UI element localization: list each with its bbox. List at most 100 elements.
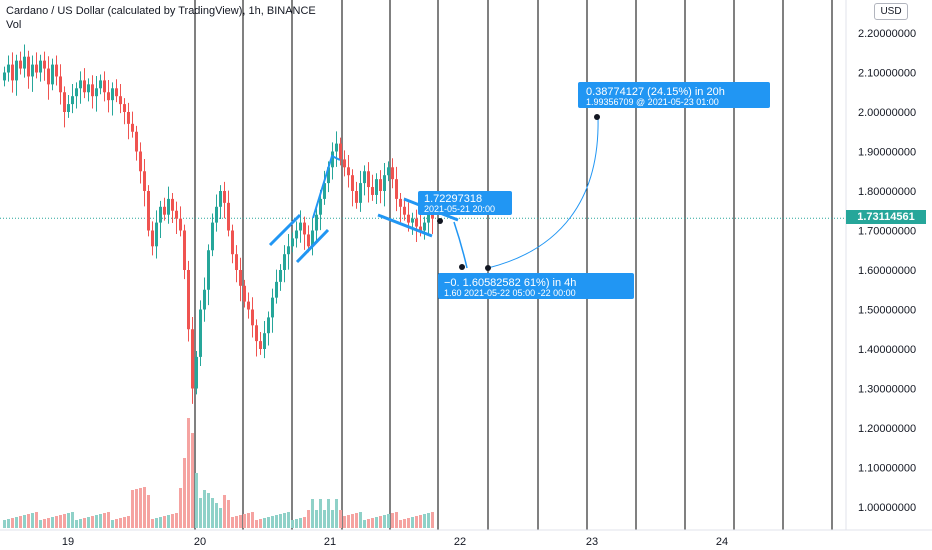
annotation-box[interactable] <box>418 191 512 215</box>
candle-body <box>15 60 18 81</box>
volume-bar <box>147 495 150 528</box>
volume-bar <box>275 515 278 528</box>
y-tick-label: 1.00000000 <box>858 502 916 514</box>
volume-bar <box>187 418 190 528</box>
annotation-box[interactable] <box>438 273 634 299</box>
arrow-path[interactable] <box>453 221 468 269</box>
volume-bar <box>335 499 338 528</box>
volume-bar <box>51 517 54 528</box>
volume-bar <box>395 512 398 528</box>
y-tick-label: 1.90000000 <box>858 147 916 159</box>
candle-body <box>63 92 66 112</box>
candle-body <box>211 222 214 251</box>
volume-bar <box>227 500 230 528</box>
candle-body <box>395 179 398 199</box>
y-tick-label: 1.80000000 <box>858 186 916 198</box>
volume-bar <box>323 510 326 528</box>
volume-bar <box>327 499 330 528</box>
annotation-box[interactable] <box>578 82 770 108</box>
candle-body <box>359 183 362 203</box>
volume-bar <box>135 489 138 528</box>
anchor-point[interactable] <box>485 265 491 271</box>
volume-bar <box>347 515 350 528</box>
volume-bar <box>31 513 34 528</box>
x-tick-label: 21 <box>324 536 336 548</box>
candle-body <box>167 198 170 215</box>
anchor-point[interactable] <box>437 218 443 224</box>
candle-body <box>419 226 422 231</box>
x-tick-label: 22 <box>454 536 466 548</box>
volume-bar <box>391 513 394 528</box>
y-tick-label: 1.50000000 <box>858 305 916 317</box>
volume-bar <box>383 515 386 528</box>
volume-bar <box>211 498 214 528</box>
volume-bar <box>259 519 262 528</box>
curve-path[interactable] <box>487 116 599 269</box>
candle-body <box>315 214 318 231</box>
arrow-path[interactable] <box>312 154 341 219</box>
annotation-boxes: 1.72297318 2021-05-21 20:00 −0. 1.605825… <box>418 82 770 299</box>
chart-title: Cardano / US Dollar (calculated by Tradi… <box>6 5 316 17</box>
volume-bar <box>19 516 22 528</box>
candle-body <box>283 254 286 270</box>
annotation-text: 1.72297318 <box>424 193 482 205</box>
candle-body <box>55 64 58 77</box>
candles <box>3 44 434 404</box>
drawings <box>268 114 600 271</box>
volume-bar <box>351 514 354 528</box>
volume-bar <box>27 514 30 528</box>
candle-body <box>111 88 114 101</box>
anchor-point[interactable] <box>594 114 600 120</box>
candle-body <box>287 246 290 255</box>
volume-bar <box>231 517 234 528</box>
candle-body <box>219 191 222 207</box>
trend-line[interactable] <box>295 228 330 264</box>
volume-label: Vol <box>6 19 22 31</box>
volume-bar <box>295 519 298 528</box>
candle-body <box>303 222 306 235</box>
volume-bar <box>315 510 318 528</box>
volume-bar <box>307 510 310 528</box>
volume-bar <box>7 519 10 528</box>
volume-bar <box>219 508 222 528</box>
volume-bar <box>287 512 290 528</box>
volume-bar <box>403 519 406 528</box>
volume-bar <box>107 512 110 528</box>
anchor-point[interactable] <box>459 264 465 270</box>
volume-bar <box>387 514 390 528</box>
currency-button[interactable]: USD <box>874 3 908 20</box>
volume-bar <box>199 498 202 528</box>
candle-body <box>399 198 402 207</box>
volume-bar <box>311 499 314 528</box>
candle-body <box>187 270 190 330</box>
candle-body <box>255 325 258 342</box>
candle-body <box>207 250 210 290</box>
candle-body <box>311 230 314 247</box>
volume-bar <box>415 516 418 528</box>
trend-line[interactable] <box>268 213 302 247</box>
volume-bar <box>151 519 154 528</box>
volume-bar <box>215 503 218 528</box>
volume-bar <box>251 512 254 528</box>
volume-bar <box>143 487 146 528</box>
trend-line[interactable] <box>377 213 433 238</box>
x-tick-label: 23 <box>586 536 598 548</box>
candle-body <box>367 171 370 188</box>
chart-header: Cardano / US Dollar (calculated by Tradi… <box>6 4 316 32</box>
volume-bar <box>131 490 134 528</box>
y-tick-label: 1.20000000 <box>858 423 916 435</box>
candle-body <box>327 167 330 184</box>
volume-bar <box>11 518 14 528</box>
candle-body <box>431 214 434 219</box>
annotation-text: 0.38774127 (24.15%) in 20h <box>586 86 725 98</box>
candle-body <box>155 222 158 247</box>
y-axis: 2.20000000 2.10000000 2.00000000 1.90000000… <box>845 0 916 530</box>
y-tick-label: 2.00000000 <box>858 107 916 119</box>
candle-body <box>7 64 10 73</box>
candle-body <box>151 230 154 247</box>
y-tick-label: 1.60000000 <box>858 265 916 277</box>
candle-body <box>323 183 326 199</box>
candle-body <box>163 206 166 215</box>
volume-bar <box>299 518 302 528</box>
